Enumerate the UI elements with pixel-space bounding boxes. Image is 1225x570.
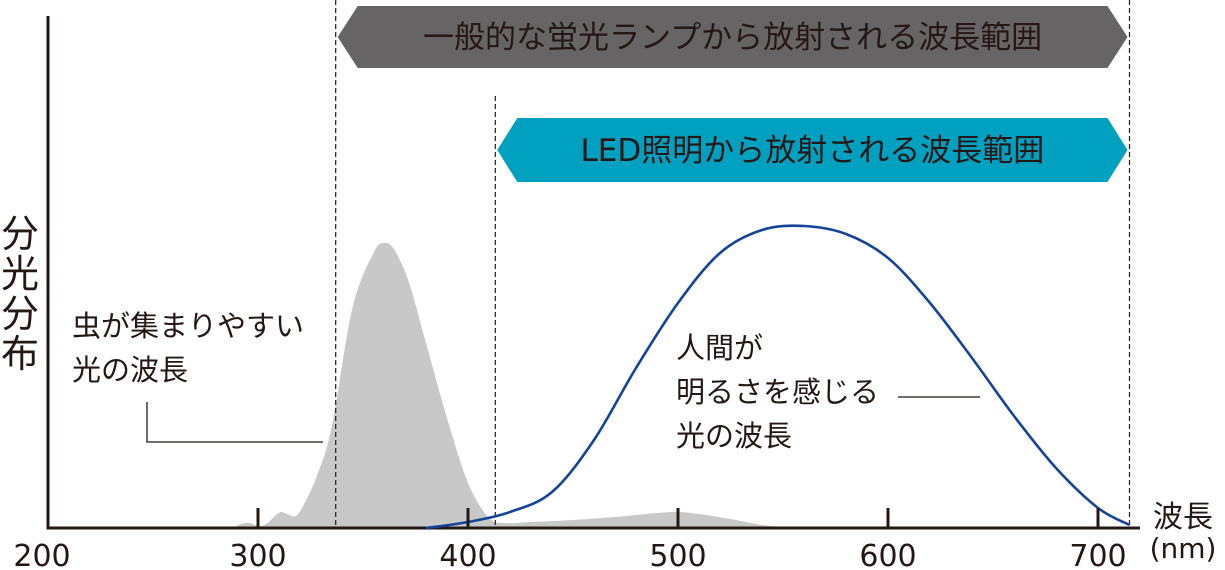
x-ticks: 200 300 400 500 600 700 波長(nm): [13, 500, 1216, 570]
insect-annotation-line-2: 光の波長: [72, 353, 189, 387]
annotation-leaders: [146, 396, 980, 443]
fluorescent-range-banner: [337, 6, 1128, 68]
range-banners: 一般的な蛍光ランプから放射される波長範囲 LED照明から放射される波長範囲: [337, 6, 1128, 182]
x-tick-label-400: 400: [439, 539, 496, 570]
insect-series-group: [232, 242, 794, 528]
range-boundary-lines: [335, 0, 1131, 528]
human-sensitivity-curve: [425, 224, 1131, 530]
x-axis-unit: (nm): [1150, 532, 1217, 565]
y-axis-title: 分光分布: [0, 212, 39, 376]
x-tick-label-600: 600: [859, 539, 916, 570]
insect-annotation: 虫が集まりやすい 光の波長: [72, 304, 304, 392]
fluorescent-range-banner-label: 一般的な蛍光ランプから放射される波長範囲: [423, 20, 1042, 56]
human-series-group: [425, 224, 1131, 530]
insect-annotation-leader: [146, 402, 323, 443]
human-annotation-line-1: 人間が: [676, 331, 764, 365]
axes: [46, 16, 1140, 530]
x-tick-label-300: 300: [229, 539, 286, 570]
insect-sensitivity-area: [232, 242, 794, 528]
led-range-banner-label: LED照明から放射される波長範囲: [581, 133, 1045, 169]
led-range-banner: [497, 118, 1128, 182]
x-tick-label-200: 200: [13, 539, 70, 570]
human-annotation: 人間が 明るさを感じる 光の波長: [676, 326, 879, 458]
insect-annotation-line-1: 虫が集まりやすい: [72, 309, 305, 343]
human-annotation-line-3: 光の波長: [676, 419, 793, 453]
x-tick-label-700: 700: [1069, 539, 1126, 570]
x-axis-title: 波長: [1153, 500, 1213, 535]
human-annotation-line-2: 明るさを感じる: [676, 375, 880, 409]
x-tick-label-500: 500: [649, 539, 706, 570]
